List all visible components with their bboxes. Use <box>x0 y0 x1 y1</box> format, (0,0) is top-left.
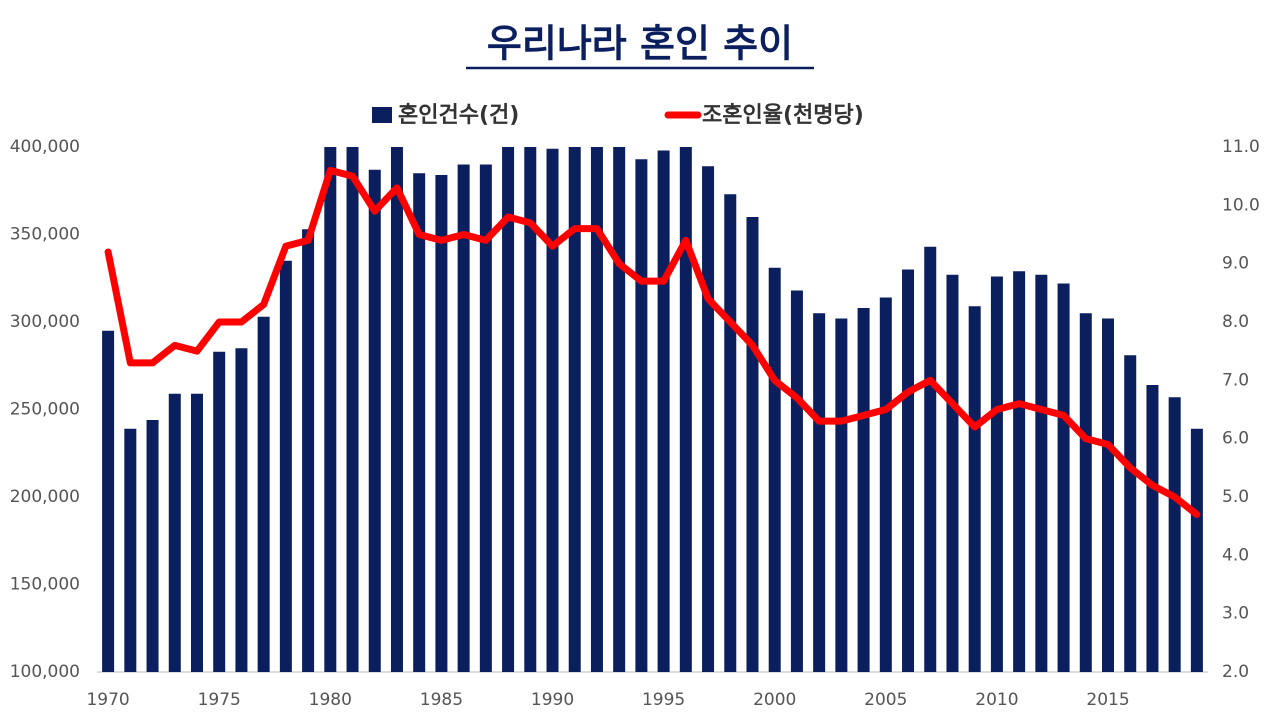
legend-swatch <box>372 107 392 123</box>
bar <box>568 147 581 672</box>
x-tick-label: 2010 <box>975 690 1018 710</box>
bar <box>1102 318 1115 672</box>
bar <box>902 269 915 672</box>
bar <box>279 260 292 672</box>
bar <box>257 316 270 672</box>
bar <box>768 267 781 672</box>
bar <box>1124 355 1137 672</box>
bar <box>702 166 715 672</box>
y2-tick-label: 11.0 <box>1222 137 1260 157</box>
legend-label: 조혼인율(천명당) <box>702 103 864 128</box>
bar <box>368 169 381 672</box>
x-tick-label: 1980 <box>309 690 352 710</box>
bar <box>390 147 403 672</box>
bar <box>968 306 981 672</box>
y-tick-label: 350,000 <box>10 225 80 245</box>
bar <box>790 290 803 672</box>
y2-tick-label: 5.0 <box>1222 487 1249 507</box>
bar <box>1079 313 1092 672</box>
bar <box>124 428 137 672</box>
bar <box>146 420 159 672</box>
y2-tick-label: 3.0 <box>1222 604 1249 624</box>
y-tick-label: 300,000 <box>10 312 80 332</box>
bar <box>679 147 692 672</box>
bar <box>457 164 470 672</box>
bar <box>346 147 359 672</box>
y-tick-label: 100,000 <box>10 662 80 682</box>
y2-tick-label: 2.0 <box>1222 662 1249 682</box>
bar <box>1057 283 1070 672</box>
bar <box>657 150 670 672</box>
bar <box>724 194 737 672</box>
chart-title: 우리나라 혼인 추이 <box>487 22 793 66</box>
x-tick-label: 2005 <box>864 690 907 710</box>
bar <box>1146 385 1159 672</box>
y2-tick-label: 8.0 <box>1222 312 1249 332</box>
x-tick-label: 1975 <box>198 690 241 710</box>
y2-tick-label: 10.0 <box>1222 195 1260 215</box>
bar <box>502 147 515 672</box>
bar <box>213 351 226 672</box>
x-tick-label: 2000 <box>753 690 796 710</box>
y-tick-label: 200,000 <box>10 487 80 507</box>
bar <box>302 229 315 672</box>
x-tick-label: 1995 <box>642 690 685 710</box>
bar <box>190 393 203 672</box>
legend-label: 혼인건수(건) <box>398 103 519 128</box>
y-tick-label: 400,000 <box>10 137 80 157</box>
bar <box>168 393 181 672</box>
x-tick-label: 2015 <box>1086 690 1129 710</box>
bar <box>879 297 892 672</box>
bar <box>946 274 959 672</box>
bar <box>1168 397 1181 672</box>
y2-tick-label: 9.0 <box>1222 254 1249 274</box>
x-tick-label: 1985 <box>420 690 463 710</box>
y-tick-label: 250,000 <box>10 400 80 420</box>
bar <box>857 308 870 672</box>
bar <box>590 147 603 672</box>
bar <box>635 159 648 672</box>
bar <box>924 246 937 672</box>
bar <box>235 348 248 672</box>
y-tick-label: 150,000 <box>10 575 80 595</box>
bar <box>835 318 848 672</box>
bar <box>990 276 1003 672</box>
y2-tick-label: 7.0 <box>1222 370 1249 390</box>
bar <box>479 164 492 672</box>
bar <box>102 330 115 672</box>
bar <box>324 147 337 672</box>
y2-tick-label: 6.0 <box>1222 429 1249 449</box>
bar <box>613 147 626 672</box>
bar <box>413 173 426 672</box>
bar <box>1190 428 1203 672</box>
bar <box>435 175 448 672</box>
bar <box>546 148 559 672</box>
bar <box>746 217 759 672</box>
x-tick-label: 1990 <box>531 690 574 710</box>
y2-tick-label: 4.0 <box>1222 545 1249 565</box>
bar <box>813 313 826 672</box>
line <box>104 166 1201 518</box>
bar <box>524 147 537 672</box>
bar <box>1035 274 1048 672</box>
bar <box>1013 271 1026 672</box>
x-tick-label: 1970 <box>86 690 129 710</box>
